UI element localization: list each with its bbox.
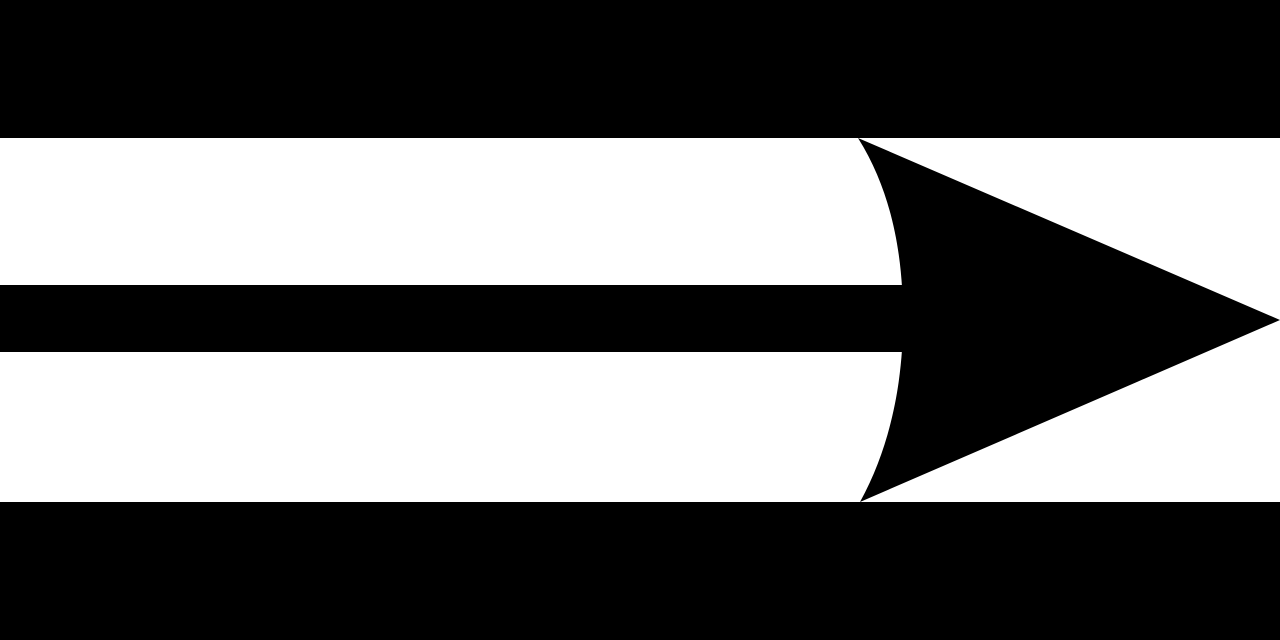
arrow-shaft xyxy=(0,285,903,352)
top-black-band xyxy=(0,0,1280,138)
bottom-black-band xyxy=(0,502,1280,640)
arrow-head xyxy=(858,138,1280,502)
